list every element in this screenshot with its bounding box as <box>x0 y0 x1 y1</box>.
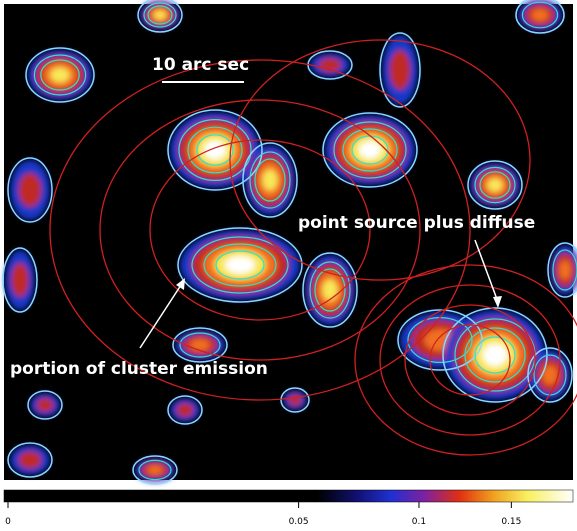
contour <box>309 261 351 319</box>
contour <box>187 126 243 174</box>
annotation: point source plus diffuse <box>298 213 535 233</box>
contour <box>322 112 418 188</box>
contour <box>479 171 511 199</box>
emission-blob <box>559 260 571 280</box>
contour <box>397 309 483 371</box>
emission-blob <box>147 465 163 475</box>
red-contour <box>229 39 531 281</box>
contour <box>25 47 95 103</box>
contour <box>40 59 80 91</box>
contour <box>302 252 358 328</box>
red-contour <box>354 264 577 456</box>
emission-blob <box>18 173 42 207</box>
colorbar-tick-label: 0 <box>5 517 11 527</box>
red-contour <box>404 304 536 416</box>
red-contour <box>429 324 511 396</box>
emission-blob <box>322 279 338 301</box>
red-contour <box>379 284 561 436</box>
contour <box>27 390 63 420</box>
contour <box>2 247 38 313</box>
emission-blob <box>50 67 70 83</box>
contours <box>2 0 577 485</box>
contour <box>167 109 263 191</box>
emission-blob <box>542 365 558 385</box>
emission-blob <box>358 141 382 159</box>
emission-blob <box>487 178 503 192</box>
contour <box>342 128 398 172</box>
emission-blob <box>190 339 210 351</box>
annotation: portion of cluster emission <box>10 359 268 379</box>
emission-blob <box>153 10 167 20</box>
contour <box>547 242 577 298</box>
contour <box>172 327 228 363</box>
contour <box>7 442 53 478</box>
contour <box>178 118 252 181</box>
arrow <box>139 281 184 349</box>
emission-blob <box>482 343 508 367</box>
contour <box>280 387 310 413</box>
contour <box>242 142 298 218</box>
contour <box>254 158 286 202</box>
contour <box>33 54 87 96</box>
contour <box>147 5 173 25</box>
arrow <box>474 239 499 303</box>
colorbar-tick-label: 0.05 <box>289 517 309 527</box>
contour <box>138 459 172 481</box>
colorbar-tick-label: 0.1 <box>412 517 426 527</box>
emission-blob <box>18 451 42 469</box>
emission-blob <box>176 403 194 417</box>
contour <box>333 121 407 179</box>
emission-blob <box>203 140 227 160</box>
contour <box>515 0 565 34</box>
red-contour <box>49 59 471 401</box>
contour <box>191 236 289 294</box>
emission-blob <box>262 169 278 191</box>
contour <box>143 2 177 28</box>
contour <box>552 249 577 291</box>
contour <box>379 32 421 108</box>
emission-blob <box>288 394 302 406</box>
contour <box>249 151 291 209</box>
emission-blob <box>11 263 29 297</box>
colorbar-axis: 0 0.05 0.1 0.15 <box>5 502 521 527</box>
contour <box>467 160 523 210</box>
colorbar <box>3 489 574 503</box>
arrowhead <box>176 278 185 290</box>
contour <box>196 134 234 166</box>
contour <box>177 227 303 303</box>
emission <box>5 0 577 482</box>
colorbar-tick-label: 0.15 <box>501 517 521 527</box>
contour <box>7 157 53 223</box>
contour <box>179 332 221 358</box>
contour <box>474 166 516 204</box>
red-contour <box>149 139 371 321</box>
contour <box>314 268 346 312</box>
emission-blob <box>531 8 549 22</box>
emission-blob <box>225 256 255 274</box>
contour <box>474 336 516 374</box>
scale-bar-label: 10 arc sec <box>152 55 249 75</box>
contour <box>203 243 277 287</box>
contour <box>132 455 178 485</box>
red-contour <box>99 99 421 361</box>
emission-blob <box>389 50 411 90</box>
emission-blob <box>36 398 54 412</box>
contour <box>464 327 526 383</box>
contour <box>137 0 183 33</box>
contour <box>527 347 573 403</box>
contour <box>215 250 265 280</box>
contour <box>167 395 203 425</box>
arrowhead <box>493 296 502 308</box>
